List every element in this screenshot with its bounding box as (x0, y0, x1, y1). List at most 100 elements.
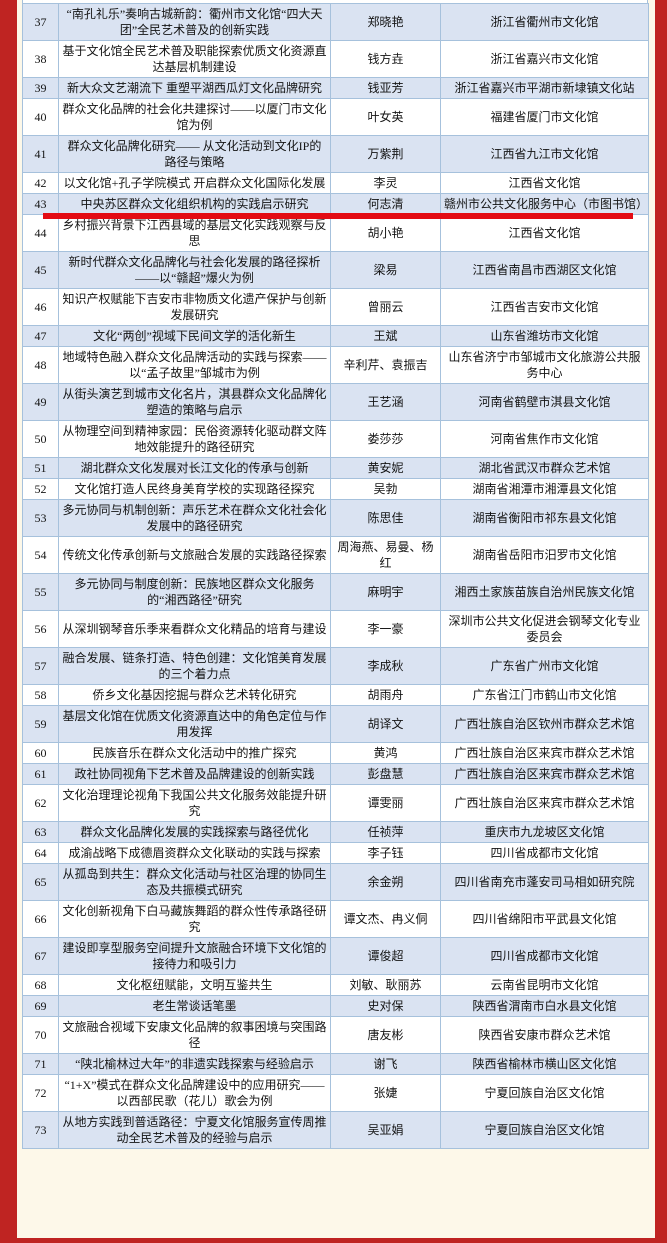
row-number: 44 (22, 214, 59, 252)
paper-title: 从孤岛到共生：群众文化活动与社区治理的协同生态及共振模式研究 (58, 863, 331, 901)
row-number: 69 (22, 995, 59, 1017)
row-number: 47 (22, 325, 59, 347)
row-number: 46 (22, 288, 59, 326)
author-name: 吴勃 (330, 478, 441, 500)
row-number: 58 (22, 684, 59, 706)
author-name: 黄鸿 (330, 742, 441, 764)
institution-name: 江西省南昌市西湖区文化馆 (440, 251, 649, 289)
institution-name: 广西壮族自治区来宾市群众艺术馆 (440, 784, 649, 822)
table-row: 44 乡村振兴背景下江西县域的基层文化实践观察与反思 胡小艳 江西省文化馆 (22, 214, 649, 252)
paper-title: 建设即享型服务空间提升文旅融合环境下文化馆的接待力和吸引力 (58, 937, 331, 975)
row-number: 54 (22, 536, 59, 574)
table-row: 54 传统文化传承创新与文旅融合发展的实践路径探索 周海燕、易曼、杨红 湖南省岳阳市汨… (22, 536, 649, 574)
institution-name: 陕西省渭南市白水县文化馆 (440, 995, 649, 1017)
row-number: 68 (22, 974, 59, 996)
row-number: 71 (22, 1053, 59, 1075)
author-name: 李灵 (330, 172, 441, 194)
author-name: 谭俊超 (330, 937, 441, 975)
row-number: 73 (22, 1111, 59, 1149)
table-row: 62 文化治理理论视角下我国公共文化服务效能提升研究 谭雯丽 广西壮族自治区来宾市群众… (22, 784, 649, 822)
institution-name: 福建省厦门市文化馆 (440, 98, 649, 136)
institution-name: 湖南省岳阳市汨罗市文化馆 (440, 536, 649, 574)
institution-name: 陕西省榆林市横山区文化馆 (440, 1053, 649, 1075)
table-row: 37 “南孔礼乐”奏响古城新韵：衢州市文化馆“四大天团”全民艺术普及的创新实践 郑晓… (22, 3, 649, 41)
table-row: 48 地域特色融入群众文化品牌活动的实践与探索——以“孟子故里”邹城市为例 辛利芹、… (22, 346, 649, 384)
institution-name: 重庆市九龙坡区文化馆 (440, 821, 649, 843)
author-name: 钱方垚 (330, 40, 441, 78)
table-row: 52 文化馆打造人民终身美育学校的实现路径探究 吴勃 湖南省湘潭市湘潭县文化馆 (22, 478, 649, 500)
author-name: 陈思佳 (330, 499, 441, 537)
paper-title: “陕北榆林过大年”的非遗实践探索与经验启示 (58, 1053, 331, 1075)
author-name: 胡译文 (330, 705, 441, 743)
row-number: 61 (22, 763, 59, 785)
paper-title: 乡村振兴背景下江西县域的基层文化实践观察与反思 (58, 214, 331, 252)
author-name: 娄莎莎 (330, 420, 441, 458)
paper-title: 群众文化品牌化研究—— 从文化活动到文化IP的路径与策略 (58, 135, 331, 173)
paper-title: 文化创新视角下白马藏族舞蹈的群众性传承路径研究 (58, 900, 331, 938)
author-name: 辛利芹、袁振吉 (330, 346, 441, 384)
table-row: 63 群众文化品牌化发展的实践探索与路径优化 任祯萍 重庆市九龙坡区文化馆 (22, 821, 649, 843)
paper-title: 老生常谈话笔墨 (58, 995, 331, 1017)
institution-name: 深圳市公共文化促进会钢琴文化专业委员会 (440, 610, 649, 648)
table-row: 70 文旅融合视域下安康文化品牌的叙事困境与突围路径 唐友彬 陕西省安康市群众艺术馆 (22, 1016, 649, 1054)
paper-title: 中央苏区群众文化组织机构的实践启示研究 (58, 193, 331, 215)
paper-title: 民族音乐在群众文化活动中的推广探究 (58, 742, 331, 764)
paper-title: 文化枢纽赋能，文明互鉴共生 (58, 974, 331, 996)
papers-table: 37 “南孔礼乐”奏响古城新韵：衢州市文化馆“四大天团”全民艺术普及的创新实践 郑晓… (22, 3, 649, 1149)
institution-name: 浙江省嘉兴市文化馆 (440, 40, 649, 78)
institution-name: 宁夏回族自治区文化馆 (440, 1074, 649, 1112)
author-name: 胡雨舟 (330, 684, 441, 706)
red-highlight-underline (42, 212, 633, 219)
row-number: 57 (22, 647, 59, 685)
table-row: 49 从街头演艺到城市文化名片，淇县群众文化品牌化塑造的策略与启示 王艺涵 河南省鹤壁… (22, 383, 649, 421)
paper-title: 群众文化品牌化发展的实践探索与路径优化 (58, 821, 331, 843)
author-name: 唐友彬 (330, 1016, 441, 1054)
paper-title: 文化馆打造人民终身美育学校的实现路径探究 (58, 478, 331, 500)
institution-name: 山东省潍坊市文化馆 (440, 325, 649, 347)
paper-title: 从物理空间到精神家园：民俗资源转化驱动群文阵地效能提升的路径研究 (58, 420, 331, 458)
paper-title: 传统文化传承创新与文旅融合发展的实践路径探索 (58, 536, 331, 574)
table-row: 65 从孤岛到共生：群众文化活动与社区治理的协同生态及共振模式研究 余金朔 四川省南充… (22, 863, 649, 901)
table-row: 53 多元协同与机制创新：声乐艺术在群众文化社会化发展中的路径研究 陈思佳 湖南省衡阳… (22, 499, 649, 537)
table-row: 38 基于文化馆全民艺术普及职能探索优质文化资源直达基层机制建设 钱方垚 浙江省嘉兴市… (22, 40, 649, 78)
table-row: 51 湖北群众文化发展对长江文化的传承与创新 黄安妮 湖北省武汉市群众艺术馆 (22, 457, 649, 479)
row-number: 45 (22, 251, 59, 289)
institution-name: 河南省鹤壁市淇县文化馆 (440, 383, 649, 421)
row-number: 42 (22, 172, 59, 194)
table-row: 41 群众文化品牌化研究—— 从文化活动到文化IP的路径与策略 万紫荆 江西省九江市文… (22, 135, 649, 173)
table-row: 69 老生常谈话笔墨 史对保 陕西省渭南市白水县文化馆 (22, 995, 649, 1017)
row-number: 56 (22, 610, 59, 648)
paper-title: 从地方实践到普适路径：宁夏文化馆服务宣传周推动全民艺术普及的经验与启示 (58, 1111, 331, 1149)
row-number: 66 (22, 900, 59, 938)
table-row: 46 知识产权赋能下吉安市非物质文化遗产保护与创新发展研究 曾丽云 江西省吉安市文化馆 (22, 288, 649, 326)
institution-name: 云南省昆明市文化馆 (440, 974, 649, 996)
table-row: 59 基层文化馆在优质文化资源直达中的角色定位与作用发挥 胡译文 广西壮族自治区钦州市… (22, 705, 649, 743)
page-bottom-margin (17, 1149, 655, 1163)
institution-name: 江西省文化馆 (440, 214, 649, 252)
author-name: 麻明宇 (330, 573, 441, 611)
row-number: 51 (22, 457, 59, 479)
paper-title: 知识产权赋能下吉安市非物质文化遗产保护与创新发展研究 (58, 288, 331, 326)
table-row: 39 新大众文艺潮流下 重塑平湖西瓜灯文化品牌研究 钱亚芳 浙江省嘉兴市平湖市新埭镇文… (22, 77, 649, 99)
author-name: 胡小艳 (330, 214, 441, 252)
table-row: 66 文化创新视角下白马藏族舞蹈的群众性传承路径研究 谭文杰、冉义侗 四川省绵阳市平武… (22, 900, 649, 938)
table-row: 55 多元协同与制度创新：民族地区群众文化服务的“湘西路径”研究 麻明宇 湘西土家族苗… (22, 573, 649, 611)
author-name: 李成秋 (330, 647, 441, 685)
paper-title: 基层文化馆在优质文化资源直达中的角色定位与作用发挥 (58, 705, 331, 743)
author-name: 黄安妮 (330, 457, 441, 479)
row-number: 65 (22, 863, 59, 901)
row-number: 64 (22, 842, 59, 864)
institution-name: 四川省南充市蓬安司马相如研究院 (440, 863, 649, 901)
row-number: 60 (22, 742, 59, 764)
row-number: 72 (22, 1074, 59, 1112)
paper-title: “1+X”模式在群众文化品牌建设中的应用研究——以西部民歌（花儿）歌会为例 (58, 1074, 331, 1112)
institution-name: 湖南省湘潭市湘潭县文化馆 (440, 478, 649, 500)
table-row: 71 “陕北榆林过大年”的非遗实践探索与经验启示 谢飞 陕西省榆林市横山区文化馆 (22, 1053, 649, 1075)
paper-title: 从深圳钢琴音乐季来看群众文化精品的培育与建设 (58, 610, 331, 648)
row-number: 41 (22, 135, 59, 173)
institution-name: 河南省焦作市文化馆 (440, 420, 649, 458)
institution-name: 浙江省衢州市文化馆 (440, 3, 649, 41)
institution-name: 广西壮族自治区来宾市群众艺术馆 (440, 742, 649, 764)
author-name: 梁易 (330, 251, 441, 289)
